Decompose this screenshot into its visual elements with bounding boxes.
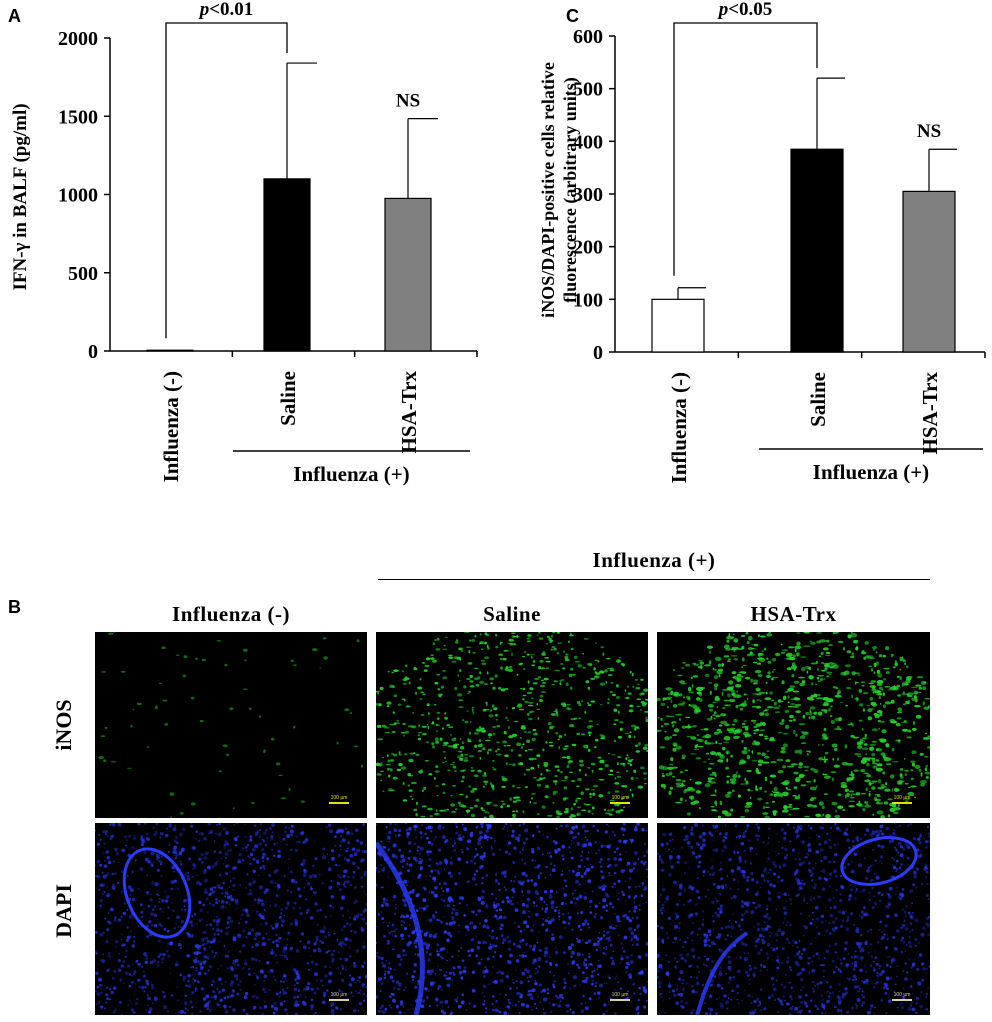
significance-p-value: p<0.01 [198, 0, 254, 20]
y-tick-label: 1500 [58, 106, 98, 128]
y-tick-label: 0 [88, 341, 98, 363]
group-label: Influenza (+) [813, 460, 929, 484]
category-label-influenza: Influenza (-) [159, 371, 183, 482]
row-label-dapi: DAPI [51, 884, 76, 938]
scale-bar: 100 μm [892, 795, 912, 804]
significance-p-value: p<0.05 [717, 0, 773, 20]
inos-fluorescence-bar-chart: 0 100 200 300 400 500 600 iNOS/DAPI-positive ce… [538, 0, 986, 484]
bar-saline [790, 148, 844, 353]
significance-ns-label: NS [396, 91, 420, 112]
y-tick-label: 500 [573, 79, 603, 101]
y-tick-label: 100 [573, 289, 603, 311]
column-header-influenza-negative: Influenza (-) [172, 602, 290, 626]
y-tick-label: 600 [573, 26, 603, 48]
y-tick-label: 300 [573, 184, 603, 206]
row-label-inos: iNOS [51, 699, 76, 751]
category-label-saline: Saline [276, 371, 300, 426]
significance-bracket [673, 22, 818, 276]
group-label: Influenza (+) [293, 462, 409, 486]
y-axis-label: IFN-γ in BALF (pg/ml) [10, 103, 31, 290]
y-tick-label: 0 [593, 342, 603, 364]
y-tick-label: 2000 [58, 28, 98, 50]
y-axis-label-line: iNOS/DAPI-positive cells relative [538, 62, 558, 318]
scale-bar: 100 μm [892, 992, 912, 1001]
bar-influenza [146, 349, 194, 352]
scale-bar: 100 μm [610, 795, 630, 804]
micrograph-dapi-influenza-negative: 100 μm [95, 823, 367, 1015]
y-axis-label-line: fluorescence (arbitrary units) [560, 77, 581, 303]
micrograph-inos-hsa-trx: 100 μm [657, 632, 930, 818]
panel-b-group-line [378, 579, 930, 580]
bar-saline [263, 178, 311, 352]
panel-letter-a: A [8, 6, 21, 26]
bar-influenza [651, 298, 705, 353]
micrograph-dapi-hsa-trx: 100 μm [657, 823, 930, 1015]
y-tick-label: 400 [573, 131, 603, 153]
scale-bar: 100 μm [610, 992, 630, 1001]
category-label-influenza: Influenza (-) [667, 372, 691, 483]
y-axis-label: iNOS/DAPI-positive cells relative fluores… [538, 62, 581, 318]
panel-b-group-label: Influenza (+) [592, 548, 716, 572]
category-label-hsa-trx: HSA-Trx [397, 371, 421, 454]
panel-letter-b: B [8, 597, 21, 617]
scale-bar: 100 μm [329, 992, 349, 1001]
bar-hsa-trx [902, 190, 956, 353]
column-header-saline: Saline [483, 602, 541, 626]
bar-hsa-trx [384, 197, 432, 352]
scale-bar: 100 μm [329, 795, 349, 804]
significance-bracket [165, 22, 288, 339]
column-header-hsa-trx: HSA-Trx [750, 602, 837, 626]
y-tick-label: 500 [68, 263, 98, 285]
micrograph-inos-saline: 100 μm [376, 632, 648, 818]
category-label-hsa-trx: HSA-Trx [918, 372, 942, 455]
panel-letter-c: C [566, 6, 579, 26]
ifn-gamma-bar-chart: 0 500 1000 1500 2000 IFN-γ in BALF (pg/ml) Inf… [10, 0, 478, 486]
significance-ns-label: NS [917, 121, 941, 142]
micrograph-dapi-saline: 100 μm [376, 823, 648, 1015]
category-label-saline: Saline [806, 372, 830, 427]
micrograph-inos-influenza-negative: 100 μm [95, 632, 367, 818]
y-tick-label: 1000 [58, 185, 98, 207]
y-tick-label: 200 [573, 237, 603, 259]
